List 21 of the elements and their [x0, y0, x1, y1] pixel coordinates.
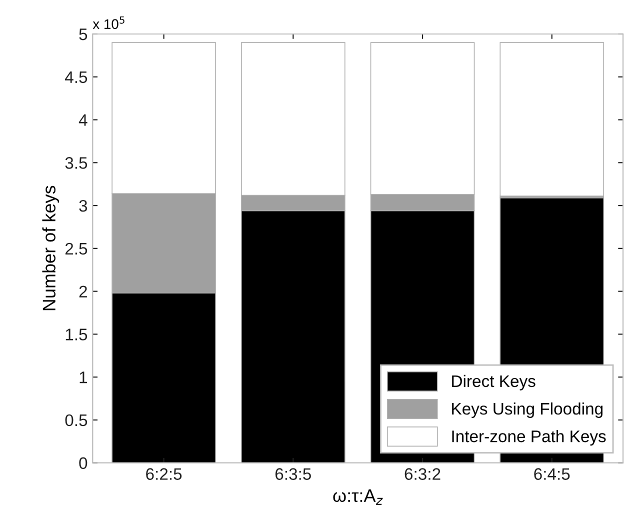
y-tick-label: 2: [79, 286, 87, 298]
y-axis-title: Number of keys: [42, 186, 60, 310]
x-tick-label: 6:4:5: [534, 468, 570, 480]
y-tick-label: 1.5: [66, 328, 88, 340]
y-tick-label: 3: [79, 200, 88, 212]
y-tick-label: 5: [79, 28, 88, 40]
x-tick-label: 6:3:2: [404, 468, 440, 480]
y-tick-label: 4.5: [65, 71, 88, 84]
legend-label: Keys Using Flooding: [452, 402, 603, 418]
text: x 10$^{5}$: [92, 16, 124, 30]
legend-label: Direct Keys: [452, 374, 536, 390]
y-tick-label: 3.5: [65, 157, 88, 169]
y-tick-label: 0: [79, 457, 88, 470]
y-tick-label: 0.5: [65, 414, 88, 426]
x-tick-label: 6:3:5: [275, 468, 311, 480]
legend-label: Inter-zone Path Keys: [452, 430, 606, 446]
x-axis-title: ω:τ:A$_{z}$: [333, 489, 383, 505]
y-tick-label: 4: [78, 114, 88, 126]
x-tick-label: 6:2:5: [146, 468, 182, 480]
y-tick-label: 1: [80, 372, 87, 384]
y-tick-label: 2.5: [65, 242, 88, 255]
